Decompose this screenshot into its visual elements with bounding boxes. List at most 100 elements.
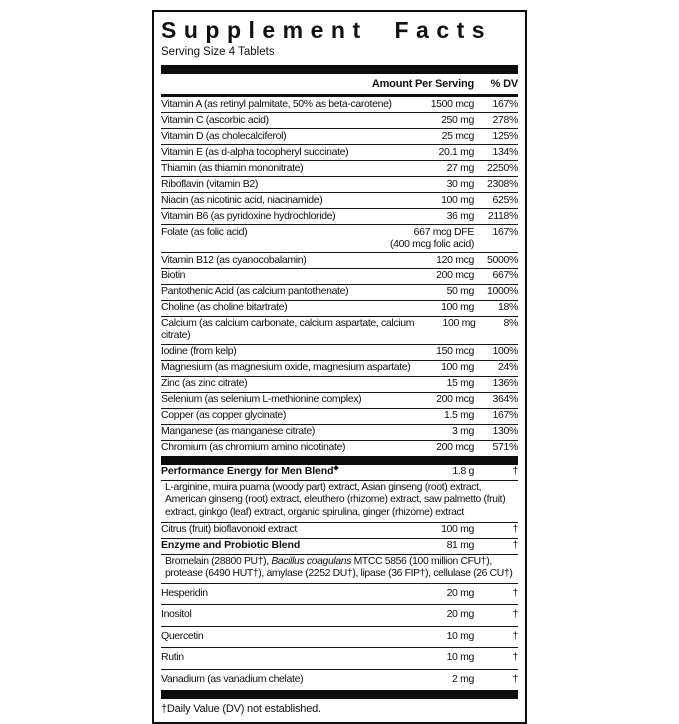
nutrient-dv: †	[512, 523, 519, 536]
nutrient-row: Vitamin B6 (as pyridoxine hydrochloride)…	[161, 208, 518, 224]
nutrient-amount: 10 mg	[446, 651, 475, 664]
nutrient-dv: 136%	[492, 377, 519, 390]
nutrient-dv: 18%	[498, 301, 518, 314]
nutrient-dv: 278%	[492, 113, 519, 126]
nutrient-row: Choline (as choline bitartrate) 100 mg 18%	[161, 299, 518, 316]
nutrient-amount: 250 mg	[441, 113, 474, 126]
blend-ingredient-list: Bromelain (28800 PU†), Bacillus coagulan…	[161, 553, 518, 583]
nutrient-row: Pantothenic Acid (as calcium pantothenat…	[161, 283, 518, 300]
nutrient-amount: 50 mg	[446, 285, 475, 298]
nutrient-amount: 667 mcg DFE (400 mcg folic acid)	[389, 225, 474, 250]
nutrient-dv: 167%	[492, 409, 519, 422]
nutrient-row: Citrus (fruit) bioflavonoid extract 100 m…	[161, 521, 519, 538]
nutrient-row: Hesperidin 20 mg †	[161, 582, 519, 604]
nutrient-name: Vitamin E (as d-alpha tocopheryl succina…	[161, 145, 349, 158]
nutrient-amount: 36 mg	[446, 209, 475, 222]
nutrient-dv: †	[512, 672, 519, 685]
nutrient-name: Vitamin B6 (as pyridoxine hydrochloride)	[161, 209, 336, 222]
nutrient-row: Vitamin B12 (as cyanocobalamin) 120 mcg 50…	[161, 252, 518, 268]
nutrient-name: Choline (as choline bitartrate)	[161, 301, 288, 314]
nutrient-row: Chromium (as chromium amino nicotinate) 2…	[161, 439, 519, 456]
nutrient-amount: 20.1 mg	[438, 145, 475, 158]
nutrient-amount: 100 mg	[441, 523, 474, 536]
nutrient-amount: 1.5 mg	[444, 409, 474, 422]
blend-footnote-marker: ◆	[333, 464, 339, 472]
nutrient-row: Performance Energy for Men Blend◆ 1.8 g †	[161, 465, 518, 480]
nutrient-row: Niacin (as nicotinic acid, niacinamide) 1…	[161, 192, 518, 208]
nutrient-row: Calcium (as calcium carbonate, calcium a…	[161, 315, 519, 344]
nutrient-dv: 2308%	[487, 177, 518, 190]
nutrient-row: Vitamin A (as retinyl palmitate, 50% as …	[161, 97, 518, 112]
nutrient-amount: 81 mg	[446, 539, 475, 552]
nutrient-name: Folate (as folic acid)	[161, 225, 248, 238]
nutrient-amount: 200 mcg	[436, 393, 474, 406]
nutrient-row: Biotin 200 mcg 667%	[161, 267, 518, 284]
header-divider-bar	[161, 93, 518, 98]
nutrient-name: Calcium (as calcium carbonate, calcium a…	[161, 317, 415, 342]
nutrient-name: Zinc (as zinc citrate)	[161, 377, 248, 390]
nutrient-dv: †	[512, 465, 519, 478]
supplement-facts-panel: Supplement Facts Serving Size 4 Tablets …	[152, 10, 527, 724]
nutrient-amount: 200 mcg	[436, 441, 474, 454]
blend-ingredient-list: L-arginine, muira puama (woody part) ext…	[161, 479, 518, 522]
nutrient-row: Quercetin 10 mg †	[161, 625, 519, 647]
nutrient-name: Inositol	[161, 608, 192, 621]
nutrient-dv: †	[512, 651, 519, 664]
nutrient-dv: †	[512, 629, 519, 642]
nutrient-dv: 571%	[492, 441, 519, 454]
nutrient-dv: 1000%	[487, 285, 518, 298]
nutrient-name: Thiamin (as thiamin mononitrate)	[161, 161, 304, 174]
nutrient-dv: †	[512, 586, 519, 599]
nutrient-name: Chromium (as chromium amino nicotinate)	[161, 441, 346, 454]
nutrient-name: Citrus (fruit) bioflavonoid extract	[161, 523, 297, 536]
nutrient-row: Vanadium (as vanadium chelate) 2 mg †	[161, 668, 519, 690]
nutrient-dv: †	[512, 539, 519, 552]
ingredient-species-italic: Bacillus coagulans	[271, 555, 352, 567]
nutrient-amount: 100 mg	[441, 361, 474, 374]
nutrient-amount: 100 mg	[441, 301, 474, 314]
top-divider-bar	[161, 65, 518, 75]
nutrient-dv: 100%	[492, 345, 519, 358]
nutrient-name: Vitamin A (as retinyl palmitate, 50% as …	[161, 97, 392, 110]
nutrient-name: Performance Energy for Men Blend◆	[161, 464, 339, 478]
nutrient-name: Riboflavin (vitamin B2)	[161, 177, 258, 190]
nutrient-name: Selenium (as selenium L-methionine compl…	[161, 393, 362, 406]
nutrient-row: Copper (as copper glycinate) 1.5 mg 167%	[161, 407, 519, 424]
nutrient-amount: 20 mg	[446, 608, 475, 621]
footer-divider-bar	[161, 690, 518, 700]
nutrient-name: Vitamin C (ascorbic acid)	[161, 113, 269, 126]
nutrient-table: Vitamin A (as retinyl palmitate, 50% as …	[161, 97, 518, 690]
nutrient-name: Vanadium (as vanadium chelate)	[161, 672, 304, 685]
nutrient-dv: 2250%	[487, 161, 518, 174]
nutrient-name: Enzyme and Probiotic Blend	[161, 539, 301, 552]
nutrient-amount: 20 mg	[446, 586, 475, 599]
nutrient-row: Rutin 10 mg †	[161, 647, 518, 668]
nutrient-amount: 10 mg	[446, 629, 475, 642]
nutrient-name: Iodine (from kelp)	[161, 345, 237, 358]
nutrient-row: Vitamin D (as cholecalciferol) 25 mcg 125%	[161, 128, 518, 144]
nutrient-dv: 24%	[498, 361, 518, 374]
nutrient-name: Hesperidin	[161, 586, 208, 599]
nutrient-amount: 1.8 g	[452, 465, 474, 478]
nutrient-dv: 125%	[492, 129, 519, 142]
nutrient-amount: 2 mg	[452, 672, 474, 685]
nutrient-name: Magnesium (as magnesium oxide, magnesium…	[161, 361, 411, 374]
nutrient-name: Vitamin B12 (as cyanocobalamin)	[161, 253, 307, 266]
nutrient-row: Vitamin E (as d-alpha tocopheryl succina…	[161, 144, 518, 160]
nutrient-amount: 150 mcg	[436, 345, 474, 358]
nutrient-name: Pantothenic Acid (as calcium pantothenat…	[161, 285, 349, 298]
nutrient-amount: 100 mg	[442, 317, 476, 330]
column-header-row: Amount Per Serving % DV	[161, 74, 518, 94]
nutrient-amount: 100 mg	[441, 193, 474, 206]
nutrient-row: Manganese (as manganese citrate) 3 mg 130%	[161, 423, 519, 440]
serving-size: Serving Size 4 Tablets	[161, 46, 275, 59]
nutrient-dv: 625%	[492, 193, 519, 206]
nutrient-row: Selenium (as selenium L-methionine compl…	[161, 391, 518, 408]
nutrient-row: Iodine (from kelp) 150 mcg 100%	[161, 343, 519, 360]
nutrient-dv: 8%	[503, 317, 519, 330]
nutrient-dv: 130%	[492, 425, 519, 438]
nutrient-row: Vitamin C (ascorbic acid) 250 mg 278%	[161, 112, 518, 128]
nutrient-amount: 27 mg	[446, 161, 475, 174]
nutrient-amount: 30 mg	[446, 177, 475, 190]
nutrient-row: Magnesium (as magnesium oxide, magnesium…	[161, 359, 518, 376]
